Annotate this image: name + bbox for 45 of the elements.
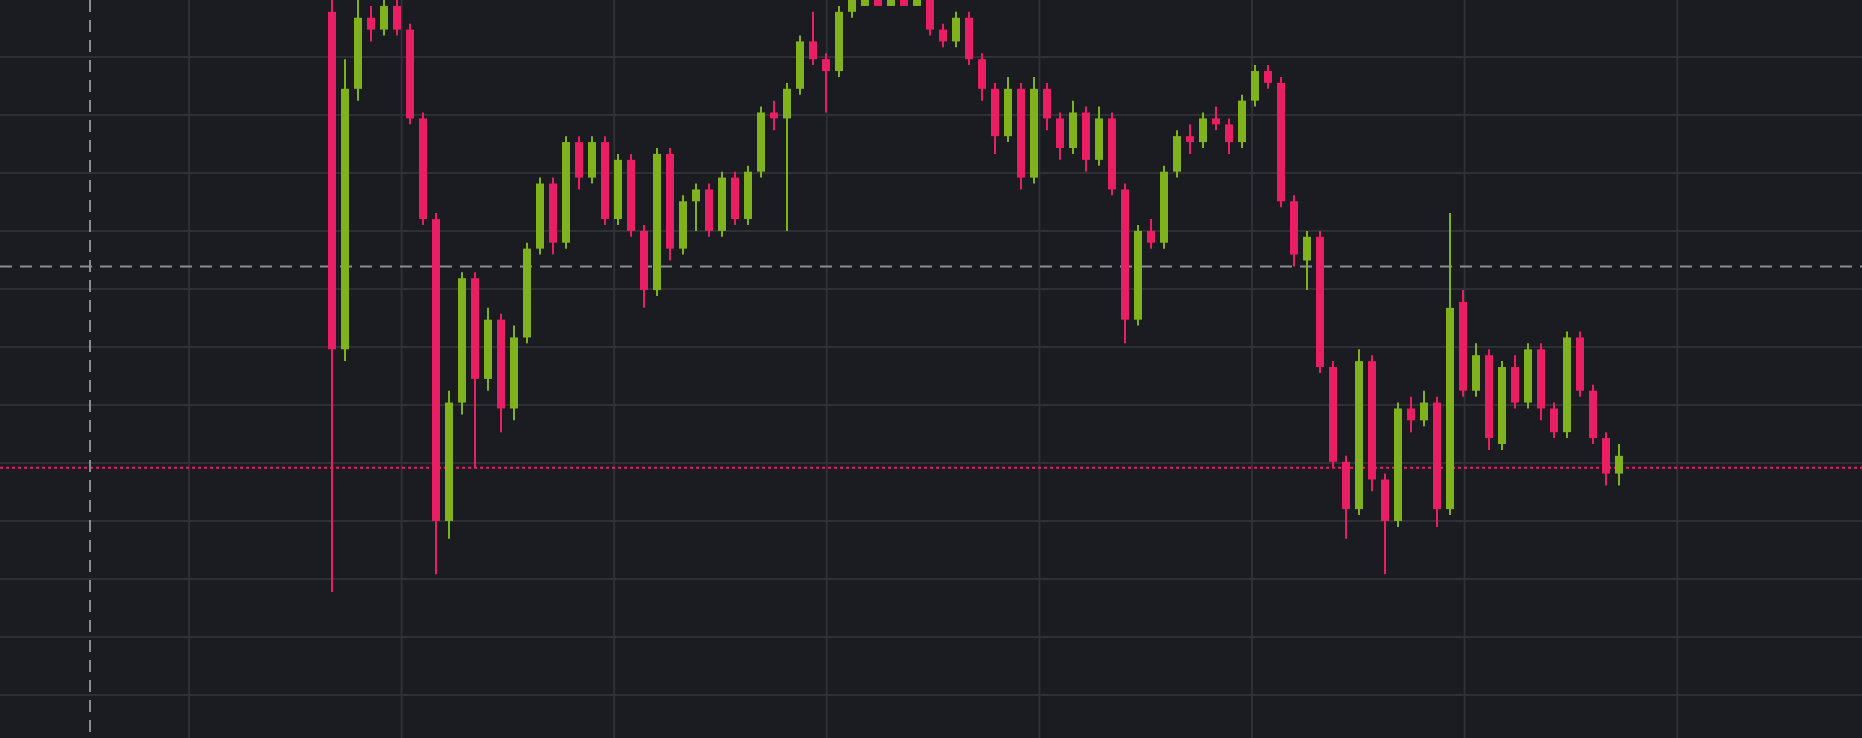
candlestick: [1212, 105, 1220, 132]
candlestick: [926, 0, 934, 37]
candlestick: [1199, 111, 1207, 149]
candlestick: [1238, 93, 1246, 149]
candlestick: [393, 0, 401, 37]
candlestick: [1303, 229, 1311, 292]
candlestick: [1225, 117, 1233, 155]
candlestick: [367, 4, 375, 43]
candlestick: [1147, 218, 1155, 250]
candlestick: [770, 99, 778, 132]
candlestick: [939, 22, 947, 49]
candlestick: [1472, 342, 1480, 398]
candlestick: [1069, 99, 1077, 155]
candlestick: [1004, 75, 1012, 144]
candlestick: [692, 182, 700, 232]
candlestick: [588, 135, 596, 185]
candlestick: [978, 52, 986, 102]
candlestick: [679, 194, 687, 256]
candlestick: [1082, 105, 1090, 173]
candlestick: [744, 164, 752, 226]
candlestick: [1511, 354, 1519, 410]
candlestick: [1615, 443, 1623, 487]
candlestick: [1407, 395, 1415, 434]
candlestick: [1264, 64, 1272, 90]
candlestick: [731, 170, 739, 226]
candlestick: [1589, 383, 1597, 445]
candlestick: [1381, 472, 1389, 576]
candlestick: [1420, 389, 1428, 428]
candlestick: [1550, 401, 1558, 440]
candlestick: [705, 182, 713, 238]
candlestick: [1251, 64, 1259, 108]
candlestick: [965, 10, 973, 67]
candlestick: [796, 34, 804, 96]
candlestick: [809, 10, 817, 67]
candlestick: [783, 81, 791, 232]
candlestick: [1043, 81, 1051, 132]
candlestick: [380, 0, 388, 37]
candlestick: [1056, 111, 1064, 161]
candlestick: [1095, 105, 1103, 167]
candlestick: [952, 10, 960, 49]
candlestick: [991, 81, 999, 155]
candlestick: [1186, 123, 1194, 155]
candlestick: [1173, 129, 1181, 179]
candlestick: [822, 52, 830, 114]
candlestick: [575, 135, 583, 191]
